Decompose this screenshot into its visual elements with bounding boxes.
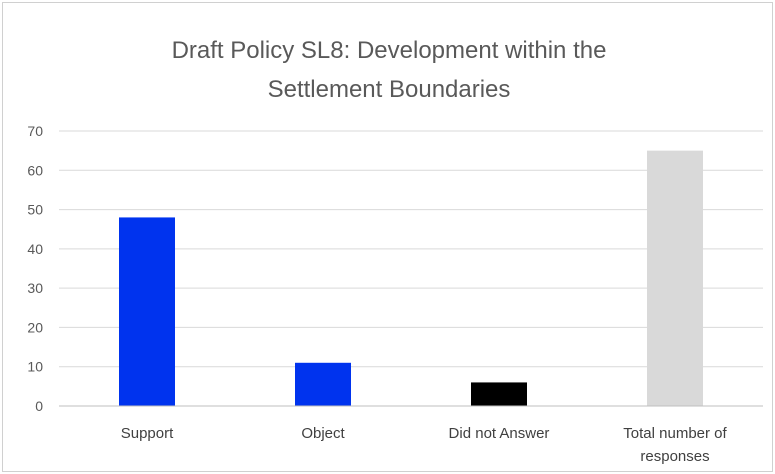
y-tick-label: 20 [27, 319, 43, 335]
chart-title-line-2: Settlement Boundaries [268, 76, 511, 103]
y-tick-label: 70 [27, 123, 43, 139]
bar-did-not-answer [471, 382, 527, 406]
x-category-label: responses [640, 448, 709, 465]
bars [119, 150, 703, 406]
y-tick-label: 50 [27, 202, 43, 218]
chart-title: Draft Policy SL8: Development within the… [172, 37, 607, 103]
y-tick-label: 40 [27, 241, 43, 257]
x-category-label: Object [301, 425, 345, 442]
y-tick-label: 30 [27, 280, 43, 296]
bar-support [119, 217, 175, 406]
y-tick-label: 10 [27, 359, 43, 375]
y-tick-label: 60 [27, 162, 43, 178]
y-tick-label: 0 [35, 398, 43, 414]
gridlines [59, 130, 763, 368]
bar-total-number-of-responses [647, 150, 703, 406]
x-category-label: Support [121, 425, 174, 442]
bar-object [295, 362, 351, 406]
bar-chart: Draft Policy SL8: Development within the… [27, 37, 763, 465]
x-axis-category-labels: Support Object Did not Answer Total number … [121, 425, 728, 465]
x-category-label: Did not Answer [449, 425, 550, 442]
chart-title-line-1: Draft Policy SL8: Development within the [172, 37, 607, 64]
x-category-label: Total number of [623, 425, 727, 442]
y-axis-tick-labels: 0 10 20 30 40 50 60 70 [27, 123, 43, 414]
